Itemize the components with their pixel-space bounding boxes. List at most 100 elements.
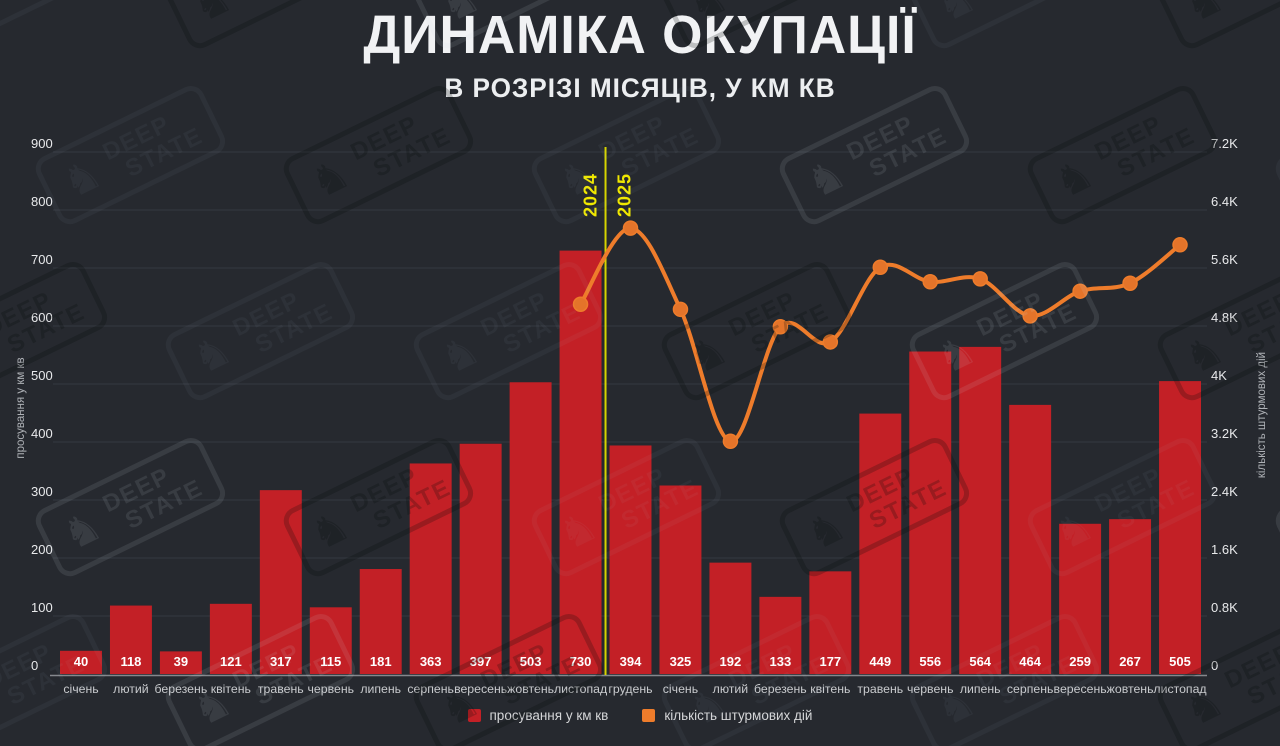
month-label: квітень: [810, 682, 850, 696]
bar-value-label: 397: [470, 654, 492, 669]
chart-legend: просування у км кв кількість штурмових д…: [0, 708, 1280, 723]
line-point: [1122, 275, 1138, 291]
bar-value-label: 177: [819, 654, 841, 669]
month-label: червень: [907, 682, 954, 696]
month-label: травень: [258, 682, 304, 696]
month-label: листопад: [554, 682, 607, 696]
line-point: [722, 433, 739, 450]
bar-value-label: 115: [320, 654, 341, 669]
year-label-2025: 2025: [615, 173, 635, 217]
right-axis-tick: 0: [1211, 658, 1218, 673]
bar: [1159, 381, 1201, 674]
right-axis-tick: 4.8K: [1211, 310, 1238, 325]
bar: [909, 351, 952, 674]
line-point: [772, 318, 789, 335]
bar-value-label: 267: [1119, 654, 1141, 669]
month-label: січень: [63, 682, 98, 696]
bar: [359, 569, 402, 674]
left-axis-tick: 800: [31, 194, 53, 209]
legend-item-line: кількість штурмових дій: [642, 708, 812, 723]
month-label: листопад: [1153, 682, 1206, 696]
month-label: березень: [754, 682, 807, 696]
right-axis-tick: 7.2K: [1211, 136, 1238, 151]
line-point: [1072, 283, 1088, 299]
right-axis-tick: 5.6K: [1211, 252, 1238, 267]
month-label: липень: [960, 682, 1001, 696]
line-point: [922, 274, 938, 290]
bar-value-label: 464: [1019, 654, 1041, 669]
bar: [459, 443, 502, 674]
month-label: квітень: [211, 682, 251, 696]
bar: [609, 445, 652, 674]
bar: [159, 651, 202, 674]
bar: [1009, 404, 1052, 674]
bar-value-label: 363: [420, 654, 442, 669]
bar: [109, 605, 152, 674]
right-axis-tick: 3.2K: [1211, 426, 1238, 441]
month-label: вересень: [1054, 682, 1107, 696]
bar: [859, 413, 902, 674]
bar: [1109, 519, 1152, 674]
chart-title: ДИНАМІКА ОКУПАЦІЇ: [363, 5, 917, 65]
month-label: червень: [308, 682, 355, 696]
month-label: серпень: [1007, 682, 1054, 696]
bar: [1059, 523, 1102, 674]
bar-value-label: 133: [770, 654, 792, 669]
bar-value-label: 40: [74, 654, 88, 669]
legend-label-bars: просування у км кв: [489, 708, 609, 723]
bar: [209, 603, 252, 674]
bar: [559, 250, 602, 674]
line-point: [572, 296, 589, 312]
bar: [60, 650, 102, 674]
month-label: липень: [360, 682, 401, 696]
bar-value-label: 503: [520, 654, 542, 669]
legend-swatch-line: [642, 709, 656, 722]
month-label: вересень: [454, 682, 507, 696]
line-point: [1172, 237, 1188, 253]
left-axis-tick: 0: [31, 658, 38, 673]
bar: [409, 463, 452, 674]
left-axis-tick: 700: [31, 252, 53, 267]
line-point: [622, 220, 639, 236]
bar: [809, 571, 852, 674]
bar-value-label: 317: [270, 654, 292, 669]
bar-value-label: 39: [174, 654, 188, 669]
chart-header: ДИНАМІКА ОКУПАЦІЇ В РОЗРІЗІ МІСЯЦІВ, У К…: [0, 4, 1280, 104]
bar-value-label: 505: [1169, 654, 1191, 669]
month-label: серпень: [407, 682, 454, 696]
month-label: травень: [857, 682, 903, 696]
left-axis-tick: 600: [31, 310, 53, 325]
chart-subtitle: В РОЗРІЗІ МІСЯЦІВ, У КМ КВ: [444, 73, 836, 103]
bar-value-label: 556: [919, 654, 941, 669]
left-axis-tick: 900: [31, 136, 53, 151]
bar-value-label: 325: [670, 654, 692, 669]
left-axis-title: просування у км кв: [15, 357, 27, 459]
right-axis-tick: 1.6K: [1211, 542, 1238, 557]
bar: [709, 562, 752, 674]
bar-value-label: 192: [720, 654, 742, 669]
bar-value-label: 259: [1069, 654, 1091, 669]
legend-item-bars: просування у км кв: [467, 708, 609, 723]
bar: [509, 382, 552, 674]
bar-value-label: 394: [620, 654, 642, 669]
bar-value-label: 118: [120, 654, 141, 669]
line-point: [872, 259, 889, 276]
line-point: [672, 301, 689, 318]
line-point: [822, 334, 839, 350]
bar-value-label: 449: [869, 654, 891, 669]
left-axis-tick: 100: [31, 600, 53, 615]
month-label: березень: [155, 682, 208, 696]
month-label: жовтень: [1107, 682, 1154, 696]
right-axis-tick: 0.8K: [1211, 600, 1238, 615]
left-axis-tick: 400: [31, 426, 53, 441]
bar-value-label: 121: [220, 654, 242, 669]
bar: [759, 596, 802, 674]
right-axis-tick: 2.4K: [1211, 484, 1238, 499]
assault-actions-line: [578, 226, 1183, 444]
month-label: лютий: [713, 682, 749, 696]
bar: [259, 490, 302, 674]
right-axis-title: кількість штурмових дій: [1256, 351, 1268, 479]
bar: [959, 346, 1002, 674]
